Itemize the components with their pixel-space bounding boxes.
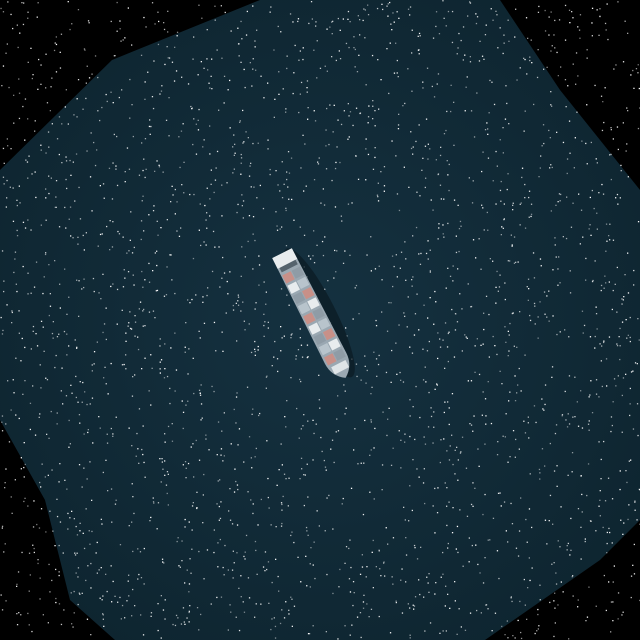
container-block xyxy=(287,281,300,294)
container-block xyxy=(302,286,315,300)
container-block xyxy=(282,271,295,284)
container-block xyxy=(318,342,332,356)
container-stacks xyxy=(282,266,346,366)
container-block xyxy=(313,332,327,346)
container-block xyxy=(333,348,346,361)
container-ship xyxy=(272,248,355,378)
container-block xyxy=(323,353,337,366)
container-block xyxy=(317,317,331,331)
container-block xyxy=(292,291,306,305)
ship-bow xyxy=(331,360,350,375)
container-block xyxy=(296,276,310,290)
container-block xyxy=(308,322,321,335)
container-block xyxy=(303,312,316,325)
container-block xyxy=(328,338,341,351)
container-block xyxy=(322,327,336,341)
ship-bridge xyxy=(272,248,298,269)
ship-bridge-shadow xyxy=(279,259,298,273)
container-block xyxy=(307,297,320,310)
container-block xyxy=(297,301,311,315)
container-block xyxy=(312,307,325,320)
container-block xyxy=(291,266,305,279)
